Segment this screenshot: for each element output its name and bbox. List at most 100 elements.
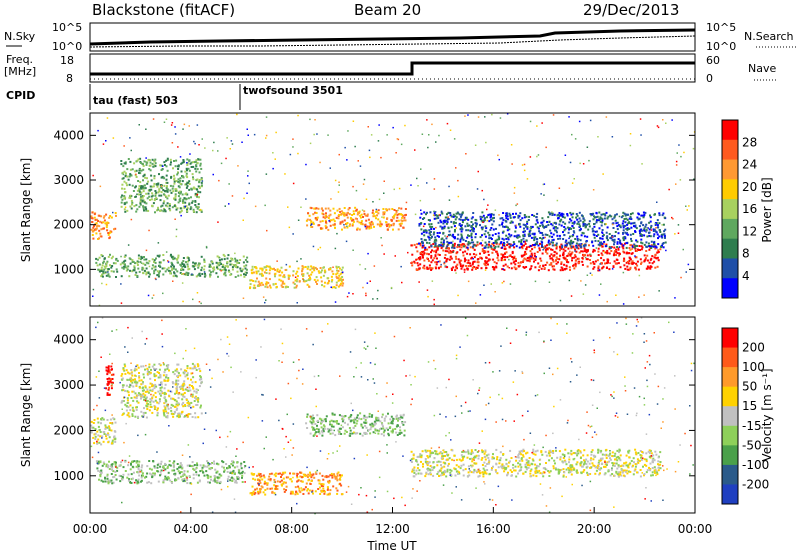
noise-cell bbox=[274, 158, 276, 160]
cpid-segment-2: twofsound 3501 bbox=[243, 84, 343, 97]
data-cell bbox=[298, 280, 301, 283]
data-cell bbox=[129, 258, 132, 261]
data-cell bbox=[318, 271, 321, 274]
data-cell bbox=[154, 158, 157, 161]
data-cell bbox=[200, 209, 203, 212]
data-cell bbox=[307, 265, 310, 268]
data-cell bbox=[324, 225, 327, 228]
data-cell bbox=[156, 274, 159, 277]
data-cell bbox=[591, 241, 594, 244]
data-cell bbox=[319, 267, 322, 269]
noise-tick-high-right: 10^5 bbox=[706, 21, 736, 34]
data-cell bbox=[196, 162, 199, 165]
data-cell bbox=[137, 465, 140, 468]
data-cell bbox=[622, 225, 625, 227]
data-cell bbox=[98, 214, 101, 217]
data-cell bbox=[500, 259, 503, 262]
data-cell bbox=[361, 223, 364, 226]
data-cell bbox=[375, 217, 377, 220]
data-cell bbox=[423, 229, 426, 232]
data-cell bbox=[427, 259, 430, 262]
data-cell bbox=[434, 244, 437, 247]
data-cell bbox=[329, 474, 332, 477]
noise-cell bbox=[446, 235, 449, 238]
data-cell bbox=[448, 251, 451, 254]
data-cell bbox=[152, 165, 155, 168]
data-cell bbox=[108, 460, 110, 463]
data-cell bbox=[459, 225, 462, 227]
data-cell bbox=[155, 368, 158, 370]
data-cell bbox=[632, 222, 634, 225]
data-cell bbox=[567, 247, 570, 250]
data-cell bbox=[285, 489, 287, 492]
data-cell bbox=[110, 473, 113, 475]
data-cell bbox=[582, 222, 585, 225]
noise-cell bbox=[438, 134, 440, 137]
data-cell bbox=[140, 480, 142, 483]
data-cell bbox=[312, 213, 315, 216]
data-cell bbox=[137, 180, 140, 182]
data-cell bbox=[643, 234, 646, 237]
data-cell bbox=[602, 213, 605, 216]
data-cell bbox=[184, 404, 186, 406]
data-cell bbox=[171, 397, 174, 400]
data-cell bbox=[176, 375, 179, 378]
data-cell bbox=[634, 247, 637, 250]
data-cell bbox=[624, 224, 627, 227]
data-cell bbox=[302, 493, 305, 495]
noise-cell bbox=[589, 253, 592, 256]
noise-cell bbox=[92, 295, 94, 297]
data-cell bbox=[124, 263, 126, 266]
data-cell bbox=[233, 264, 236, 266]
data-cell bbox=[95, 257, 98, 260]
data-cell bbox=[560, 262, 563, 265]
data-cell bbox=[305, 474, 308, 477]
data-cell bbox=[494, 233, 497, 235]
noise-cell bbox=[433, 303, 435, 306]
data-cell bbox=[658, 235, 661, 238]
data-cell bbox=[430, 256, 433, 259]
noise-cell bbox=[398, 187, 401, 190]
noise-cell bbox=[477, 170, 479, 173]
data-cell bbox=[608, 233, 611, 235]
data-cell bbox=[489, 245, 492, 248]
data-cell bbox=[107, 255, 110, 258]
data-cell bbox=[606, 258, 609, 261]
data-cell bbox=[366, 225, 369, 228]
data-cell bbox=[143, 269, 146, 272]
data-cell bbox=[319, 493, 322, 495]
data-cell bbox=[267, 478, 270, 481]
data-cell bbox=[301, 476, 303, 479]
noise-cell bbox=[367, 252, 369, 255]
data-cell bbox=[515, 245, 518, 248]
data-cell bbox=[442, 241, 445, 244]
data-cell bbox=[539, 231, 542, 234]
data-cell bbox=[142, 271, 145, 274]
data-cell bbox=[324, 217, 327, 220]
noise-cell bbox=[420, 168, 422, 170]
noise-cell bbox=[170, 124, 173, 126]
data-cell bbox=[162, 410, 165, 413]
data-cell bbox=[579, 225, 581, 228]
data-cell bbox=[649, 235, 652, 238]
data-cell bbox=[98, 237, 100, 240]
data-cell bbox=[137, 193, 140, 196]
data-cell bbox=[153, 373, 156, 376]
data-cell bbox=[445, 246, 448, 249]
data-cell bbox=[336, 277, 339, 280]
noise-cell bbox=[136, 193, 138, 195]
data-cell bbox=[120, 196, 123, 199]
data-cell bbox=[474, 222, 477, 224]
data-cell bbox=[258, 273, 261, 276]
data-cell bbox=[487, 253, 490, 256]
data-cell bbox=[458, 260, 461, 263]
noise-cell bbox=[231, 143, 234, 145]
data-cell bbox=[533, 233, 536, 236]
data-cell bbox=[368, 221, 371, 224]
data-cell bbox=[136, 264, 139, 266]
data-cell bbox=[469, 229, 472, 232]
data-cell bbox=[197, 274, 200, 277]
data-cell bbox=[92, 422, 95, 424]
data-cell bbox=[663, 230, 666, 233]
data-cell bbox=[90, 431, 93, 433]
